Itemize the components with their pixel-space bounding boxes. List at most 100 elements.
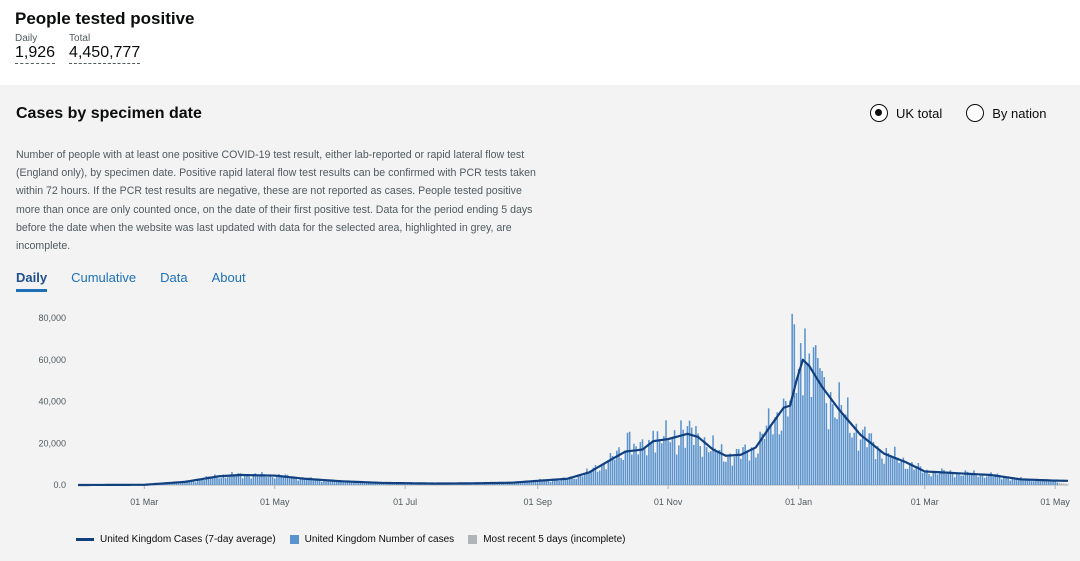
bar-daily-cases: [746, 452, 749, 485]
bar-daily-cases: [896, 457, 898, 485]
bar-daily-cases: [1054, 480, 1056, 485]
bar-daily-cases: [280, 476, 282, 485]
bar-daily-cases: [558, 480, 560, 485]
bar-daily-cases: [372, 482, 374, 485]
bar-daily-cases: [1045, 478, 1048, 485]
bar-daily-cases: [573, 478, 575, 485]
bar-daily-cases: [400, 483, 402, 485]
radio-uk-total[interactable]: UK total: [870, 104, 942, 122]
bar-daily-cases: [201, 479, 203, 485]
bar-daily-cases: [900, 461, 902, 485]
bar-daily-cases: [913, 469, 915, 485]
tab-data[interactable]: Data: [160, 270, 188, 285]
bar-daily-cases: [628, 431, 631, 485]
radio-checked-icon[interactable]: [870, 104, 888, 122]
bar-daily-cases: [686, 426, 689, 485]
bar-daily-cases: [658, 440, 661, 485]
y-tick-label: 40,000: [38, 397, 66, 407]
bar-daily-cases: [598, 470, 601, 485]
bar-daily-cases: [879, 450, 881, 485]
bar-daily-cases: [291, 478, 293, 485]
bar-daily-cases: [778, 434, 781, 485]
bar-daily-cases: [579, 475, 582, 485]
tab-about[interactable]: About: [211, 270, 246, 285]
bar-daily-cases: [530, 480, 533, 485]
bar-daily-cases: [312, 479, 314, 485]
bar-daily-cases: [282, 476, 285, 485]
bar-daily-cases: [276, 476, 278, 485]
bar-daily-cases: [829, 392, 832, 485]
bar-daily-cases: [836, 419, 838, 485]
bar-daily-cases: [250, 478, 252, 485]
bar-daily-cases: [962, 475, 964, 485]
bar-daily-cases: [244, 475, 246, 485]
bar-daily-cases: [806, 363, 808, 485]
bar-daily-cases: [923, 470, 926, 485]
bar-daily-cases: [930, 476, 932, 485]
bar-daily-cases: [288, 478, 291, 485]
bar-daily-cases: [318, 479, 321, 485]
bar-daily-cases: [1026, 480, 1029, 485]
bar-daily-cases: [256, 474, 259, 485]
bar-daily-cases: [560, 477, 563, 485]
bar-daily-cases: [985, 476, 988, 485]
bar-daily-cases: [759, 431, 761, 485]
bar-daily-cases: [1041, 479, 1044, 485]
bar-daily-cases: [872, 441, 875, 485]
bar-daily-cases: [885, 448, 888, 485]
bar-daily-cases: [1035, 480, 1037, 485]
bar-daily-cases: [928, 474, 930, 485]
legend-incomplete-label: Most recent 5 days (incomplete): [483, 534, 626, 545]
bar-daily-cases: [348, 481, 351, 485]
x-tick-label: 01 Mar: [911, 497, 939, 507]
bar-daily-cases: [671, 436, 674, 485]
chart-tabs: Daily Cumulative Data About: [16, 270, 246, 292]
bar-daily-cases: [308, 477, 310, 485]
radio-unchecked-icon[interactable]: [966, 104, 985, 122]
bar-daily-cases: [353, 482, 355, 485]
bar-daily-cases: [797, 368, 800, 485]
metric-total-value[interactable]: 4,450,777: [69, 44, 141, 64]
bar-daily-cases: [951, 474, 954, 485]
bar-daily-cases: [528, 482, 530, 485]
bar-daily-cases: [825, 403, 828, 485]
metric-total-label: Total: [69, 33, 91, 44]
bar-daily-cases: [350, 482, 353, 485]
x-tick-label: 01 Nov: [654, 497, 683, 507]
cases-card: Cases by specimen date UK total By natio…: [0, 85, 1080, 561]
avg-line: [77, 358, 1069, 487]
bar-daily-cases: [297, 480, 300, 485]
bar-daily-cases: [269, 474, 272, 485]
bar-daily-cases: [496, 483, 498, 485]
bar-daily-cases: [338, 481, 340, 485]
bar-incomplete: [1060, 483, 1063, 485]
bar-daily-cases: [1005, 477, 1007, 485]
bar-daily-cases: [607, 461, 610, 485]
metric-daily-value[interactable]: 1,926: [15, 44, 56, 64]
bar-daily-cases: [936, 474, 939, 485]
x-tick-label: 01 Jul: [393, 497, 417, 507]
bar-daily-cases: [821, 370, 823, 485]
bar-daily-cases: [220, 478, 223, 485]
bar-daily-cases: [789, 400, 791, 485]
bar-daily-cases: [782, 398, 785, 485]
bar-daily-cases: [960, 475, 962, 485]
bar-daily-cases: [1028, 478, 1031, 485]
bar-daily-cases: [947, 471, 950, 485]
bar-daily-cases: [876, 446, 879, 485]
bar-daily-cases: [787, 416, 789, 485]
bar-daily-cases: [226, 477, 229, 485]
tab-cumulative[interactable]: Cumulative: [71, 270, 137, 285]
bar-daily-cases: [752, 449, 755, 485]
radio-by-nation[interactable]: By nation: [966, 104, 1046, 122]
bar-daily-cases: [303, 479, 306, 485]
bar-daily-cases: [554, 479, 556, 485]
bar-daily-cases: [194, 482, 197, 485]
bar-daily-cases: [956, 473, 958, 485]
bar-daily-cases: [733, 456, 736, 485]
tab-daily[interactable]: Daily: [16, 270, 48, 292]
bar-daily-cases: [1047, 481, 1050, 485]
x-tick-label: 01 Jan: [785, 497, 812, 507]
bar-daily-cases: [763, 438, 766, 485]
bar-daily-cases: [973, 470, 975, 485]
